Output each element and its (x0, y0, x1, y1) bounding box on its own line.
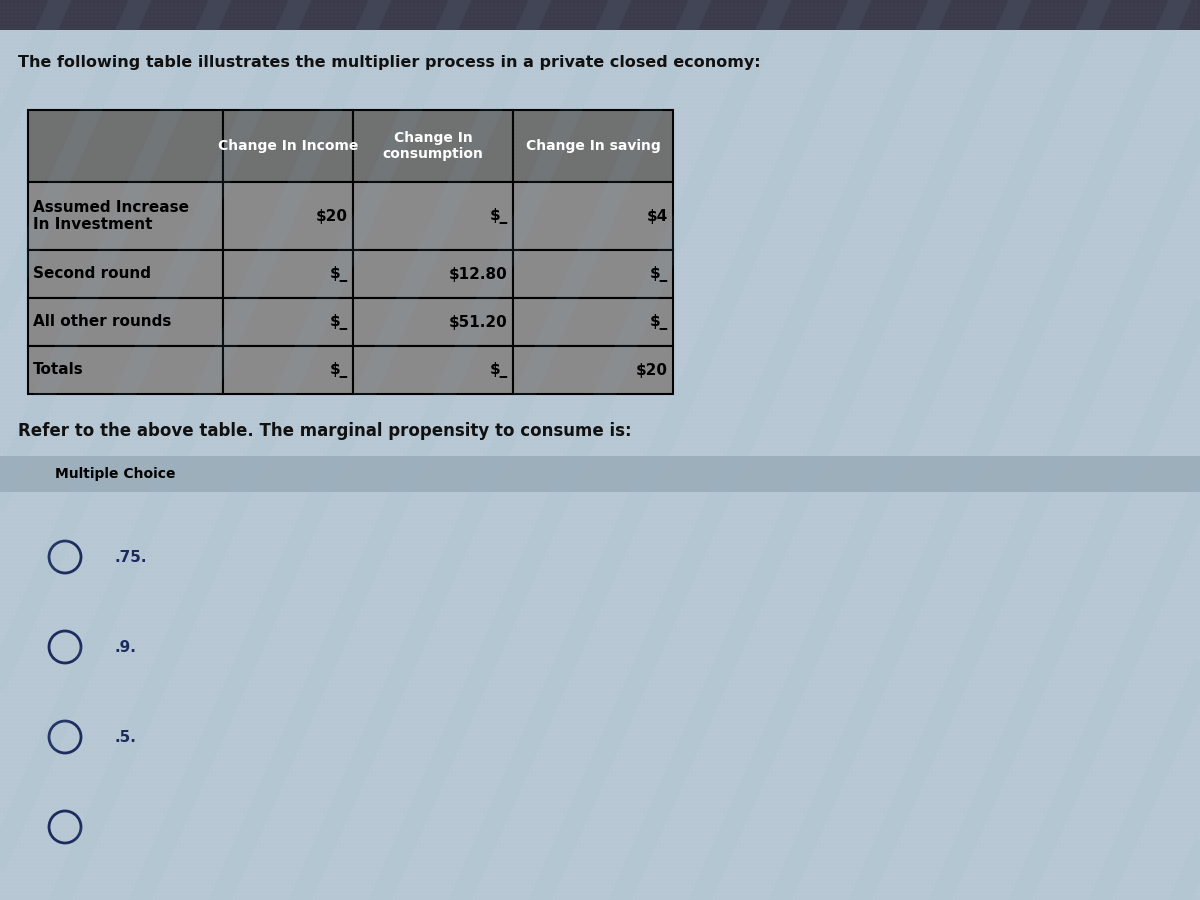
Text: Change In saving: Change In saving (526, 139, 660, 153)
Bar (28, 346, 223, 394)
Bar (353, 346, 514, 394)
Bar (223, 298, 353, 346)
Bar (514, 110, 673, 182)
Bar (0, 0, 1200, 30)
Text: $_: $_ (330, 266, 348, 282)
Bar (514, 182, 673, 250)
Bar (28, 298, 223, 346)
Text: $51.20: $51.20 (449, 314, 508, 329)
Text: $4: $4 (647, 209, 668, 223)
Text: Second round: Second round (34, 266, 151, 282)
Text: Refer to the above table. The marginal propensity to consume is:: Refer to the above table. The marginal p… (18, 422, 631, 440)
Text: Change In Income: Change In Income (218, 139, 358, 153)
Text: The following table illustrates the multiplier process in a private closed econo: The following table illustrates the mult… (18, 55, 761, 70)
Text: $20: $20 (316, 209, 348, 223)
Bar (223, 182, 353, 250)
Text: $_: $_ (649, 314, 668, 330)
Bar (0, 456, 1200, 492)
Bar (353, 250, 514, 298)
Bar (223, 250, 353, 298)
Bar (514, 250, 673, 298)
Text: $_: $_ (330, 362, 348, 378)
Text: .75.: .75. (115, 550, 148, 564)
Bar (353, 298, 514, 346)
Text: $_: $_ (649, 266, 668, 282)
Bar (223, 110, 353, 182)
Text: $20: $20 (636, 363, 668, 377)
Text: $_: $_ (330, 314, 348, 330)
Text: Change In
consumption: Change In consumption (383, 130, 484, 161)
Text: $12.80: $12.80 (449, 266, 508, 282)
Bar (28, 110, 223, 182)
Text: Assumed Increase
In Investment: Assumed Increase In Investment (34, 200, 190, 232)
Bar (514, 298, 673, 346)
Text: Totals: Totals (34, 363, 84, 377)
Text: $_: $_ (490, 208, 508, 224)
Text: .9.: .9. (115, 640, 137, 654)
Bar (28, 182, 223, 250)
Bar (353, 182, 514, 250)
Text: All other rounds: All other rounds (34, 314, 172, 329)
Text: $_: $_ (490, 362, 508, 378)
Bar (353, 110, 514, 182)
Text: Multiple Choice: Multiple Choice (55, 467, 175, 481)
Text: .5.: .5. (115, 730, 137, 744)
Bar (223, 346, 353, 394)
Bar (28, 250, 223, 298)
Bar (514, 346, 673, 394)
